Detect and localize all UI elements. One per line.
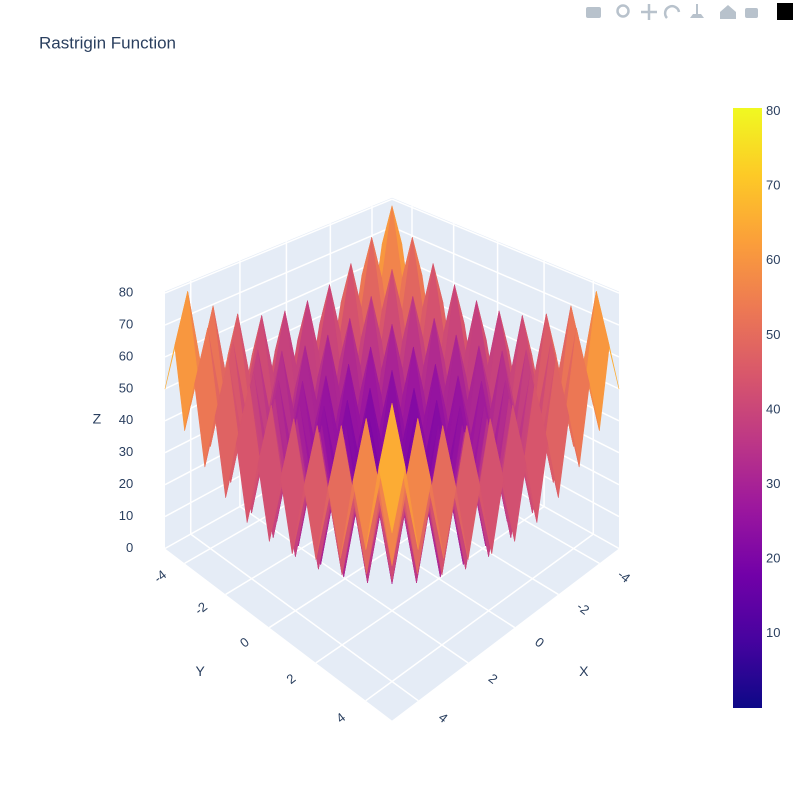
grid-line	[391, 254, 620, 358]
y-tick-label: -4	[151, 567, 169, 586]
grid-line	[164, 226, 393, 326]
x-tick-label: -2	[574, 599, 592, 618]
z-axis-title: Z	[93, 411, 102, 427]
x-tick-label: 4	[436, 710, 451, 726]
colorbar-tick-label: 40	[766, 401, 780, 416]
x-tick-label: 2	[486, 671, 501, 687]
y-tick-label: 0	[237, 634, 252, 650]
colorbar-tick-label: 20	[766, 550, 780, 565]
y-tick-label: 2	[283, 671, 298, 687]
surface-patch	[378, 403, 406, 534]
colorbar-tick-label: 60	[766, 252, 780, 267]
colorbar-scale	[733, 108, 762, 708]
x-tick-label: -4	[615, 567, 633, 586]
grid-line	[315, 505, 545, 664]
zoom-icon[interactable]	[616, 4, 630, 18]
colorbar-tick-label: 80	[766, 103, 780, 118]
z-tick-label: 40	[119, 412, 133, 427]
turntable-icon[interactable]	[690, 4, 704, 18]
scene: 0 10 20 30 40 50 60 70 80 -4 -2 0 2 4 -4 -2 0 2 4 X Y Z	[93, 197, 633, 726]
chart-title: Rastrigin Function	[39, 33, 176, 52]
z-tick-label: 80	[119, 285, 133, 300]
camera-icon[interactable]	[586, 7, 601, 18]
grid-line	[190, 533, 419, 702]
reset-camera-icon[interactable]	[745, 8, 758, 18]
home-icon[interactable]	[720, 5, 736, 19]
z-tick-label: 60	[119, 348, 133, 363]
grid-line	[391, 198, 620, 294]
x-tick-label: 0	[532, 634, 547, 650]
orbit-icon[interactable]	[663, 5, 681, 19]
grid-line	[391, 226, 620, 326]
grid-line	[365, 533, 594, 702]
y-tick-label: -2	[192, 599, 210, 618]
colorbar: 10 20 30 40 50 60 70 80	[733, 103, 780, 708]
colorbar-tick-label: 50	[766, 327, 780, 342]
z-tick-label: 20	[119, 476, 133, 491]
grid-line	[239, 505, 469, 664]
y-tick-label: 4	[333, 710, 348, 726]
grid-line	[164, 254, 393, 358]
modebar	[586, 3, 793, 20]
plotly-logo[interactable]	[777, 3, 793, 20]
x-axis-title: X	[579, 663, 589, 679]
z-tick-label: 70	[119, 316, 133, 331]
colorbar-tick-label: 30	[766, 476, 780, 491]
pan-icon[interactable]	[641, 4, 657, 20]
y-axis-title: Y	[195, 663, 205, 679]
colorbar-tick-label: 70	[766, 178, 780, 193]
z-tick-label: 0	[126, 540, 133, 555]
z-tick-label: 50	[119, 380, 133, 395]
surface	[164, 205, 620, 584]
grid-line	[164, 198, 393, 294]
z-tick-label: 10	[119, 508, 133, 523]
z-tick-label: 30	[119, 444, 133, 459]
colorbar-tick-label: 10	[766, 625, 780, 640]
